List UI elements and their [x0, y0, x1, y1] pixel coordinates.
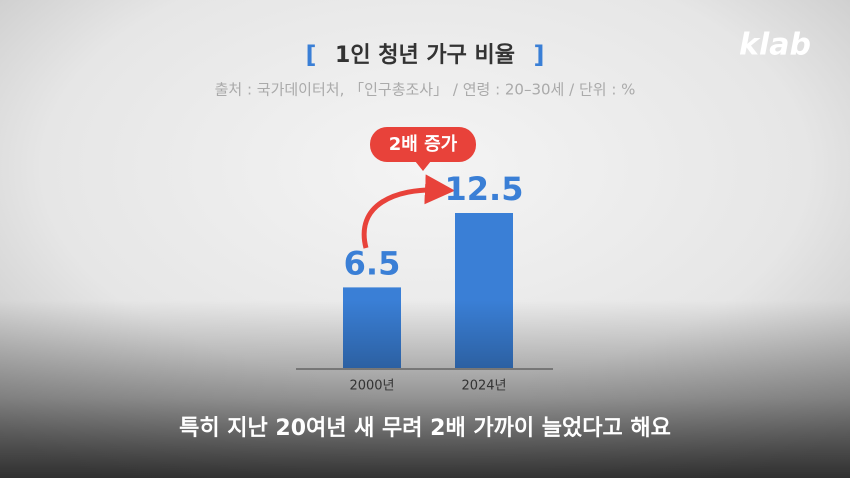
- value-label: 6.5: [344, 244, 401, 282]
- annotation-pill: [370, 127, 476, 162]
- chart-title: 1인 청년 가구 비율: [335, 43, 515, 68]
- x-tick-label: 2024년: [461, 379, 506, 394]
- x-tick-label: 2000년: [349, 379, 394, 394]
- caption: 특히 지난 20여년 새 무려 2배 가까이 늘었다고 해요: [179, 416, 671, 441]
- chart-subtitle: 출처 : 국가데이터처, 「인구총조사」 / 연령 : 20–30세 / 단위 …: [215, 81, 636, 99]
- value-label: 12.5: [445, 170, 524, 208]
- annotation: 2배 증가: [389, 134, 458, 155]
- arrow: [361, 174, 455, 249]
- shade: [0, 300, 850, 478]
- title-bracket: ]: [534, 41, 545, 69]
- title-bracket: [: [306, 41, 317, 69]
- labels: 2000년 2024년: [349, 379, 506, 394]
- logo: klab: [739, 28, 811, 63]
- annotation-tail: [415, 161, 431, 171]
